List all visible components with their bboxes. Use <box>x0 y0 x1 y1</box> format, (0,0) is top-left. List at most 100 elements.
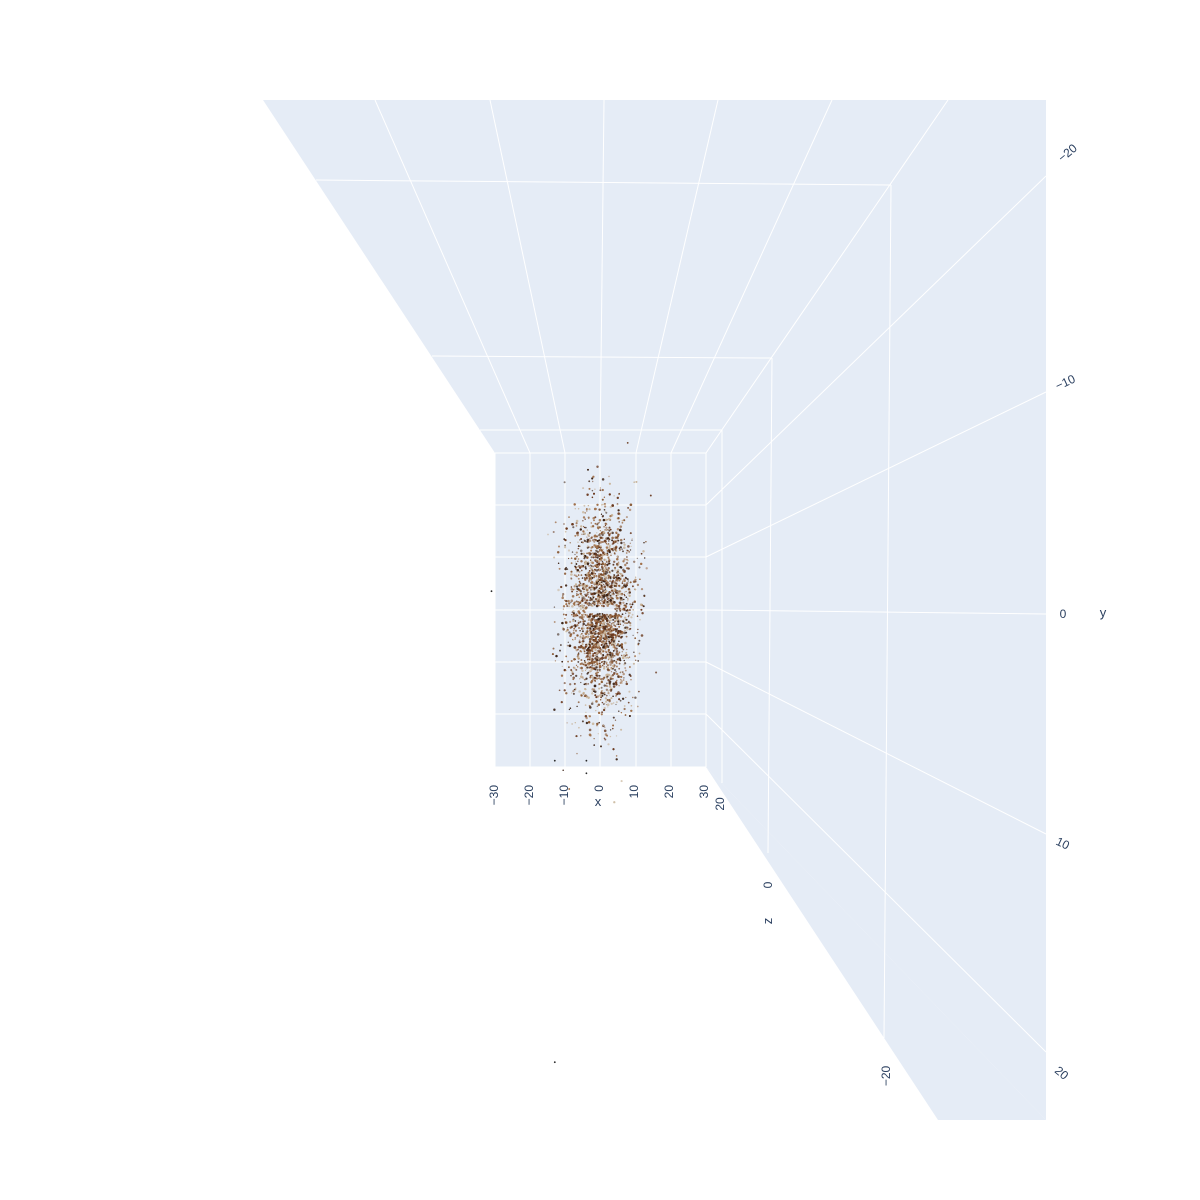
data-point <box>610 666 613 669</box>
data-point <box>575 613 578 616</box>
data-point <box>599 699 602 701</box>
data-point <box>618 521 621 523</box>
data-point <box>593 738 595 740</box>
data-point <box>636 615 639 617</box>
data-point <box>600 652 602 655</box>
data-point <box>590 589 592 591</box>
data-point <box>565 613 568 616</box>
data-point <box>586 593 589 596</box>
data-point <box>610 589 613 592</box>
data-point <box>624 629 626 632</box>
data-point <box>592 646 595 649</box>
data-point <box>595 549 598 552</box>
data-point <box>584 540 586 542</box>
data-point <box>588 591 591 594</box>
data-point <box>599 693 602 697</box>
data-point <box>587 721 591 724</box>
data-point <box>595 666 598 669</box>
data-point <box>623 538 625 540</box>
data-point <box>574 620 577 622</box>
data-point <box>595 565 599 568</box>
data-point <box>623 598 625 601</box>
data-point <box>612 727 614 730</box>
data-point <box>595 621 598 625</box>
data-point <box>629 503 633 506</box>
data-point <box>560 700 563 704</box>
data-point <box>613 671 616 675</box>
data-point <box>570 587 574 591</box>
data-point <box>602 515 605 517</box>
data-point <box>570 692 573 694</box>
data-point <box>571 614 573 616</box>
data-point <box>573 627 576 630</box>
data-point <box>610 671 613 673</box>
data-point <box>606 644 608 647</box>
data-point <box>583 526 586 529</box>
data-point <box>591 525 595 528</box>
data-point <box>611 539 614 542</box>
data-point <box>600 532 603 535</box>
data-point <box>613 539 616 542</box>
data-point <box>600 562 602 565</box>
data-point <box>655 671 658 674</box>
data-point <box>597 562 601 566</box>
data-point <box>594 654 597 657</box>
data-point <box>583 660 586 662</box>
data-point <box>630 606 632 609</box>
data-point <box>563 546 567 549</box>
data-point <box>616 596 619 600</box>
data-point <box>618 547 621 549</box>
data-point <box>605 543 608 545</box>
data-point <box>608 597 610 600</box>
data-point <box>572 588 575 591</box>
data-point <box>642 550 645 553</box>
data-point <box>608 680 612 684</box>
data-point <box>608 555 610 558</box>
data-point <box>620 576 622 578</box>
data-point <box>613 605 615 607</box>
x-axis-title: x <box>595 794 602 809</box>
data-point <box>575 563 578 565</box>
data-point <box>619 610 622 612</box>
data-point <box>591 601 594 604</box>
data-point <box>598 721 600 724</box>
data-point <box>612 748 615 751</box>
z-tick-label: 20 <box>713 797 727 811</box>
data-point <box>606 537 610 540</box>
data-point <box>619 699 622 702</box>
data-point <box>634 588 637 591</box>
data-point <box>608 540 610 542</box>
data-point <box>615 618 619 621</box>
data-point <box>574 535 576 537</box>
data-point <box>572 631 575 635</box>
data-point <box>577 653 580 656</box>
data-point <box>607 706 609 708</box>
data-point <box>617 569 620 572</box>
data-point <box>575 525 578 527</box>
data-point <box>601 641 603 644</box>
data-point <box>601 651 603 653</box>
data-point <box>623 543 626 546</box>
data-point <box>581 641 583 643</box>
data-point <box>589 627 592 630</box>
data-point <box>591 592 595 596</box>
data-point <box>571 590 573 593</box>
data-point <box>599 617 601 620</box>
data-point <box>590 585 593 587</box>
data-point <box>618 684 620 687</box>
data-point <box>588 670 591 673</box>
data-point <box>629 592 631 594</box>
data-point <box>598 550 601 552</box>
data-point <box>578 601 582 604</box>
data-point <box>624 714 627 716</box>
data-point <box>618 601 622 605</box>
data-point <box>617 571 619 573</box>
data-point <box>574 553 576 556</box>
data-point <box>585 635 587 638</box>
data-point <box>586 552 588 555</box>
data-point <box>582 516 586 519</box>
data-point <box>603 706 606 710</box>
data-point <box>608 694 611 696</box>
data-point <box>629 581 632 584</box>
